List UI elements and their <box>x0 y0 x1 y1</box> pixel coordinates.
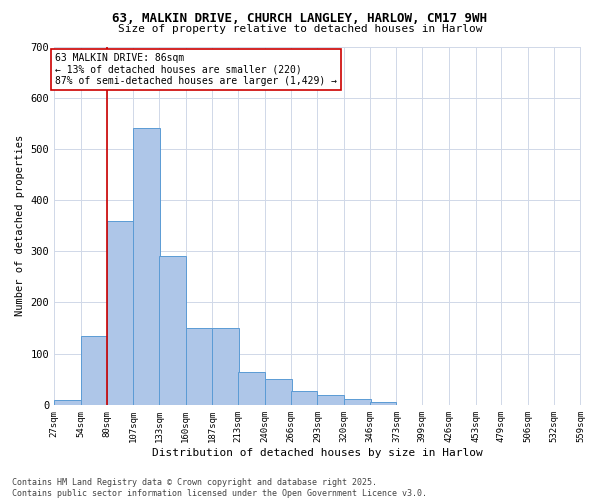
Text: 63, MALKIN DRIVE, CHURCH LANGLEY, HARLOW, CM17 9WH: 63, MALKIN DRIVE, CHURCH LANGLEY, HARLOW… <box>113 12 487 26</box>
Bar <box>344 398 371 405</box>
Bar <box>133 128 160 405</box>
Bar <box>159 256 186 405</box>
Bar <box>54 400 81 405</box>
Bar <box>81 336 107 405</box>
Bar <box>370 402 397 405</box>
Bar <box>290 390 317 405</box>
Bar <box>212 328 239 405</box>
Text: Size of property relative to detached houses in Harlow: Size of property relative to detached ho… <box>118 24 482 34</box>
Text: 63 MALKIN DRIVE: 86sqm
← 13% of detached houses are smaller (220)
87% of semi-de: 63 MALKIN DRIVE: 86sqm ← 13% of detached… <box>55 52 337 86</box>
Bar <box>265 379 292 405</box>
Y-axis label: Number of detached properties: Number of detached properties <box>15 135 25 316</box>
Bar <box>238 372 265 405</box>
Bar <box>186 328 212 405</box>
Text: Contains HM Land Registry data © Crown copyright and database right 2025.
Contai: Contains HM Land Registry data © Crown c… <box>12 478 427 498</box>
Bar <box>107 220 133 405</box>
X-axis label: Distribution of detached houses by size in Harlow: Distribution of detached houses by size … <box>152 448 483 458</box>
Bar <box>317 394 344 405</box>
